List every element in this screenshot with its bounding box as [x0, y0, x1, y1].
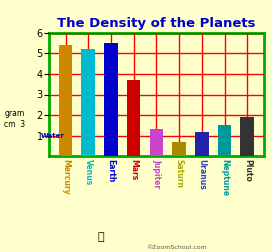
Bar [240, 117, 254, 156]
Bar [218, 125, 231, 156]
Text: Jupiter: Jupiter [152, 159, 161, 188]
Bar [59, 45, 72, 156]
Title: The Density of the Planets: The Density of the Planets [57, 17, 256, 30]
Text: Neptune: Neptune [220, 159, 229, 196]
Text: gram
cm  3: gram cm 3 [4, 110, 25, 129]
Bar [81, 49, 95, 156]
Bar [127, 80, 141, 156]
Text: Mercury: Mercury [61, 159, 70, 194]
Text: Mars: Mars [129, 159, 138, 180]
Text: Saturn: Saturn [175, 159, 184, 188]
Text: Uranus: Uranus [197, 159, 206, 190]
Text: Earth: Earth [106, 159, 116, 182]
Text: 🌍: 🌍 [97, 232, 104, 242]
Bar [150, 130, 163, 156]
Bar [104, 43, 118, 156]
Text: Venus: Venus [84, 159, 93, 185]
Text: Water: Water [41, 133, 65, 139]
Bar [195, 132, 209, 156]
Text: Pluto: Pluto [243, 159, 252, 182]
Bar [172, 142, 186, 156]
Text: ©ZoomSchool.com: ©ZoomSchool.com [146, 245, 207, 250]
